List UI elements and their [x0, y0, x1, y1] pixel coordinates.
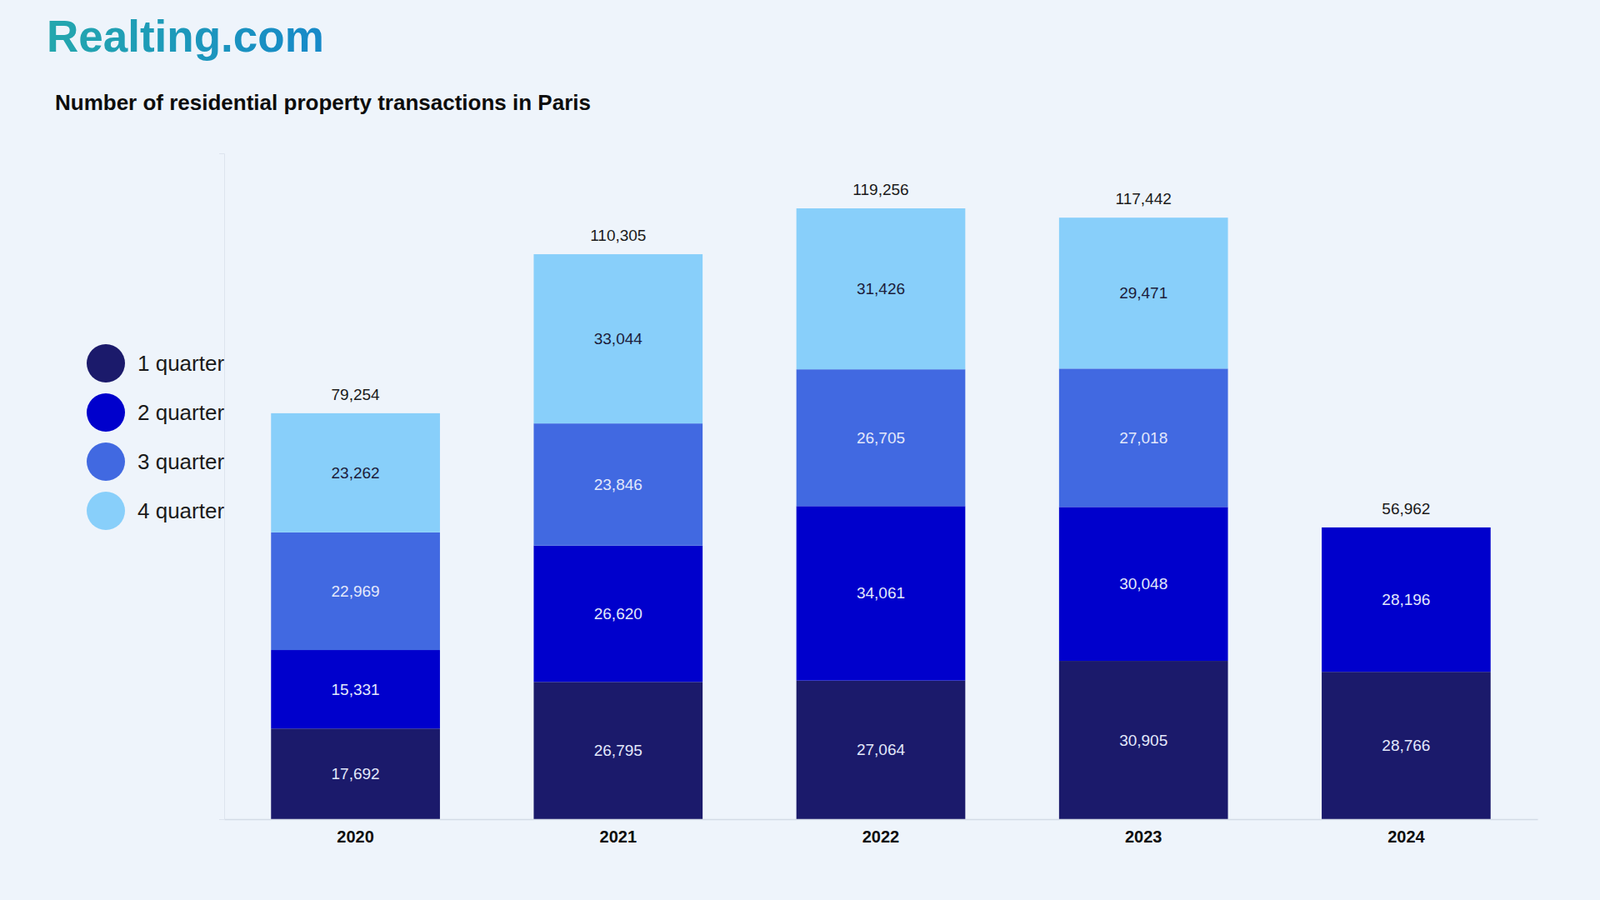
data-label: 26,705	[856, 429, 905, 447]
x-tick: 2024	[1387, 819, 1425, 846]
x-tick-label: 2023	[1125, 827, 1163, 846]
bar-segment	[533, 681, 703, 820]
y-axis-line	[219, 154, 225, 820]
bar-segment	[270, 413, 440, 533]
data-label: 23,262	[331, 464, 380, 482]
legend-swatch	[86, 491, 125, 530]
data-label: 30,905	[1119, 731, 1168, 750]
bars	[270, 208, 1490, 820]
bar-segment	[796, 369, 966, 506]
bar-segment	[1059, 506, 1229, 661]
x-tick: 2021	[600, 819, 638, 846]
data-labels: 17,692 26,795 27,064 30,905 28,766 15,331 26,6…	[331, 280, 1431, 783]
data-label: 15,331	[331, 680, 380, 699]
bar-segment	[1321, 671, 1491, 820]
total-label: 119,256	[852, 180, 909, 199]
total-label: 117,442	[1115, 190, 1172, 208]
bar-segment	[1059, 217, 1229, 369]
legend-label: 3 quarter	[137, 449, 225, 475]
total-label: 110,305	[590, 226, 646, 245]
y-axis	[219, 154, 225, 820]
logo: Realting.com	[46, 11, 325, 61]
data-label: 26,620	[594, 605, 643, 623]
legend-label: 1 quarter	[137, 350, 225, 376]
bar-segment	[533, 254, 703, 424]
x-tick-label: 2024	[1387, 827, 1425, 846]
data-label: 33,044	[594, 330, 644, 348]
legend-swatch	[86, 442, 125, 481]
bar-segment	[1059, 660, 1229, 820]
bar-segment	[796, 208, 966, 370]
bar-segment	[270, 532, 440, 650]
data-label: 28,766	[1381, 736, 1430, 755]
total-label: 56,962	[1381, 500, 1430, 518]
bar-segment	[796, 505, 966, 680]
title: Number of residential property transacti…	[55, 90, 591, 115]
legend-swatch	[86, 344, 125, 383]
data-label: 26,795	[594, 741, 643, 760]
data-label: 28,196	[1381, 590, 1430, 609]
x-tick-label: 2022	[862, 827, 900, 846]
legend-label: 2 quarter	[137, 400, 225, 425]
data-label: 27,018	[1119, 429, 1168, 447]
bar-segment	[533, 423, 703, 546]
bar-segment	[270, 728, 440, 820]
bar-segment	[270, 650, 440, 729]
chart: Realting.com Number of residential proper…	[0, 0, 1600, 900]
data-label: 34,061	[856, 584, 905, 602]
totals: 79,254 110,305 119,256 117,442 56,962	[331, 180, 1431, 518]
bar-segment	[533, 545, 703, 683]
x-axis: 2020 2021 2022 2023 2024	[225, 819, 1539, 846]
data-label: 27,064	[856, 740, 906, 759]
x-tick: 2023	[1125, 819, 1163, 846]
x-tick-label: 2021	[600, 827, 638, 846]
legend-swatch	[86, 393, 125, 432]
total-label: 79,254	[331, 385, 381, 404]
bar-segment	[796, 680, 966, 820]
data-label: 23,846	[594, 475, 643, 494]
x-tick: 2020	[336, 819, 375, 846]
data-label: 31,426	[856, 280, 905, 298]
x-tick: 2022	[862, 819, 900, 846]
bar-segment	[1321, 527, 1491, 672]
data-label: 17,692	[331, 765, 380, 783]
legend: 1 quarter 2 quarter 3 quarter 4 quarter	[86, 344, 225, 530]
data-label: 22,969	[331, 582, 380, 600]
legend-label: 4 quarter	[137, 498, 225, 524]
data-label: 29,471	[1119, 284, 1168, 302]
x-tick-label: 2020	[336, 827, 375, 846]
data-label: 30,048	[1119, 575, 1168, 593]
bar-segment	[1059, 368, 1229, 507]
x-axis-line	[225, 819, 1539, 821]
